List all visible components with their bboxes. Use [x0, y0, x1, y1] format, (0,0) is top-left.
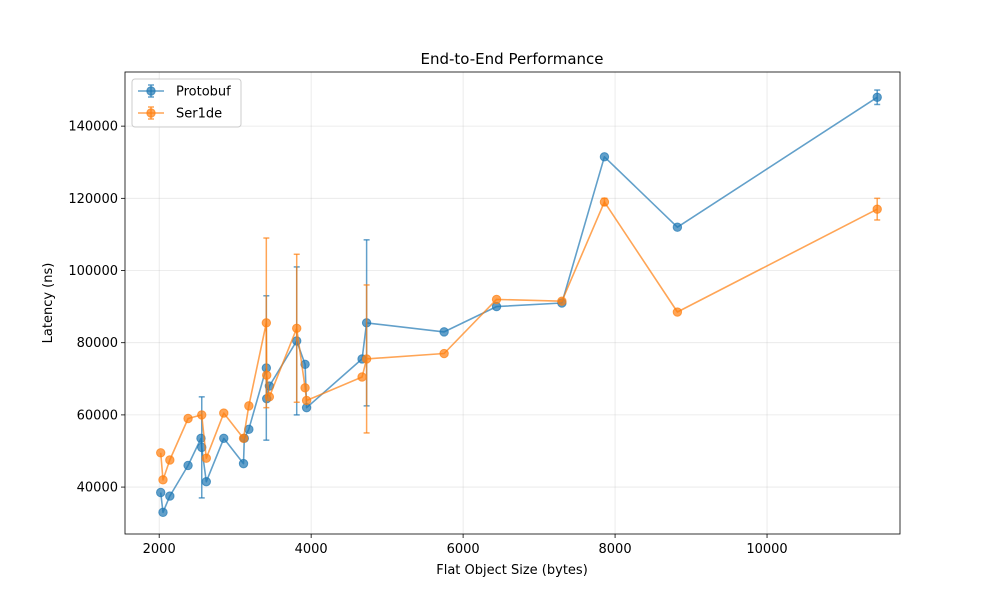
legend-item-protobuf: Protobuf	[138, 84, 231, 100]
ser1de-point	[557, 296, 567, 306]
protobuf-point	[158, 507, 168, 518]
x-tick-label: 4000	[295, 542, 328, 557]
legend-marker	[146, 108, 156, 118]
ser1de-point	[197, 410, 207, 420]
ser1de-point	[165, 455, 175, 465]
protobuf-point	[219, 433, 229, 444]
plot-frame	[124, 71, 901, 535]
y-axis-label: Latency (ns)	[41, 263, 56, 344]
x-axis-label: Flat Object Size (bytes)	[436, 563, 588, 578]
protobuf-point	[196, 433, 206, 444]
y-tick-label: 60000	[77, 408, 118, 423]
ser1de-point	[219, 408, 229, 418]
axes: 2000 4000 6000 8000 10000 40000 60000 80000 1000…	[68, 120, 787, 557]
series-ser1de	[156, 197, 882, 485]
y-tick-label: 120000	[68, 192, 118, 207]
protobuf-point	[183, 460, 193, 471]
protobuf-point	[201, 476, 211, 487]
ser1de-point	[361, 354, 372, 364]
x-tick-label: 6000	[447, 542, 480, 557]
x-tick-label: 10000	[746, 542, 787, 557]
ser1de-point	[264, 392, 275, 402]
ser1de-point	[599, 197, 610, 207]
ser1de-point	[261, 318, 272, 328]
protobuf-point	[439, 327, 449, 337]
y-tick-label: 100000	[68, 264, 118, 279]
ser1de-point	[201, 453, 211, 463]
protobuf-point	[872, 92, 882, 102]
x-tick-label: 2000	[143, 542, 176, 557]
protobuf-point	[672, 222, 683, 232]
protobuf-point	[238, 458, 249, 469]
legend: Protobuf Ser1de	[131, 78, 242, 128]
legend-label: Ser1de	[176, 107, 222, 122]
ser1de-point	[238, 433, 249, 444]
ser1de-point	[301, 395, 312, 406]
protobuf-point	[156, 487, 166, 498]
y-tick-label: 40000	[77, 481, 118, 496]
ser1de-point	[672, 307, 683, 317]
ser1de-point	[244, 401, 254, 411]
protobuf-point	[300, 359, 310, 370]
ser1de-point	[183, 413, 193, 424]
ser1de-point	[300, 383, 310, 393]
y-tick-label: 140000	[68, 120, 118, 135]
grid	[125, 72, 900, 534]
ser1de-point	[872, 204, 882, 214]
plot-area	[125, 72, 900, 534]
ser1de-point	[158, 475, 168, 485]
x-tick-label: 8000	[599, 542, 632, 557]
legend-marker	[146, 86, 156, 96]
protobuf-point	[599, 152, 610, 162]
ser1de-point	[357, 372, 367, 382]
series-layer	[156, 89, 882, 518]
ser1de-point	[292, 323, 302, 333]
y-tick-label: 80000	[77, 336, 118, 351]
ser1de-point	[439, 348, 449, 359]
ser1de-point	[491, 294, 502, 305]
legend-item-ser1de: Ser1de	[138, 106, 222, 122]
chart-title: End-to-End Performance	[421, 50, 604, 68]
legend-label: Protobuf	[176, 85, 231, 100]
protobuf-point	[165, 491, 175, 501]
ser1de-point	[262, 370, 272, 380]
ser1de-point	[156, 448, 166, 458]
